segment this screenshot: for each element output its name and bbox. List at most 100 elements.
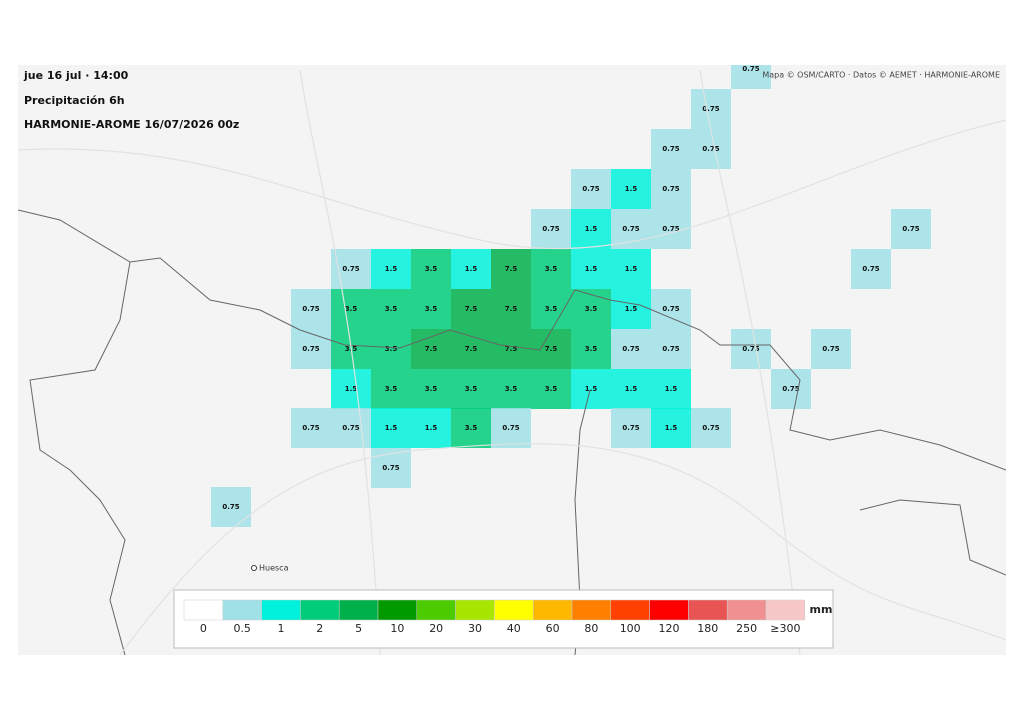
- legend-swatch: [688, 599, 728, 621]
- precip-cell: [331, 408, 371, 448]
- precip-cell: [651, 289, 691, 329]
- legend-swatch: [765, 599, 806, 621]
- precip-label: 0.75: [862, 265, 879, 273]
- precip-cell: [571, 249, 611, 289]
- precip-label: 0.75: [662, 345, 679, 353]
- legend-label: 0.5: [233, 622, 251, 635]
- precip-cell: [571, 169, 611, 209]
- precip-cell: [611, 289, 651, 329]
- precip-label: 3.5: [345, 305, 358, 313]
- legend-swatch: [494, 599, 534, 621]
- model-label: HARMONIE-AROME 16/07/2026 00z: [24, 118, 239, 131]
- legend-label: 2: [316, 622, 323, 635]
- legend-swatch: [377, 599, 418, 621]
- precip-label: 0.75: [702, 105, 719, 113]
- precip-label: 1.5: [625, 265, 638, 273]
- precip-label: 1.5: [625, 185, 638, 193]
- precip-label: 1.5: [625, 305, 638, 313]
- precip-cell: [651, 329, 691, 369]
- legend-label: 40: [507, 622, 521, 635]
- precip-label: 0.75: [542, 225, 559, 233]
- precip-cell: [211, 487, 251, 527]
- precip-cell: [491, 369, 531, 409]
- precip-cell: [571, 289, 611, 329]
- precip-label: 3.5: [545, 305, 558, 313]
- place-label: Huesca: [259, 564, 289, 573]
- legend-swatch: [532, 599, 573, 621]
- precip-label: 0.75: [702, 145, 719, 153]
- legend-label: 10: [390, 622, 404, 635]
- precip-cell: [331, 289, 371, 329]
- precip-cell: [411, 329, 451, 369]
- precip-label: 1.5: [425, 424, 438, 432]
- precip-label: 3.5: [425, 385, 438, 393]
- precip-label: 0.75: [222, 503, 239, 511]
- precip-label: 0.75: [342, 265, 359, 273]
- precip-label: 3.5: [585, 345, 598, 353]
- precip-label: 0.75: [622, 345, 639, 353]
- precip-cell: [611, 209, 651, 249]
- precip-label: 0.75: [302, 305, 319, 313]
- precip-cell: [531, 249, 571, 289]
- precip-label: 1.5: [665, 385, 678, 393]
- precip-cell: [851, 249, 891, 289]
- precip-label: 0.75: [822, 345, 839, 353]
- precip-cell: [451, 369, 491, 409]
- precip-label: 0.75: [622, 424, 639, 432]
- legend-label: 80: [584, 622, 598, 635]
- precip-cell: [771, 369, 811, 409]
- legend-swatch: [649, 599, 689, 621]
- precip-label: 1.5: [585, 385, 598, 393]
- precip-label: 0.75: [382, 464, 399, 472]
- attribution: Mapa © OSM/CARTO · Datos © AEMET · HARMO…: [762, 71, 1000, 80]
- precip-cell: [731, 65, 771, 89]
- precip-cell: [411, 249, 451, 289]
- precip-cell: [411, 408, 451, 448]
- precip-label: 3.5: [385, 305, 398, 313]
- precip-cell: [691, 129, 731, 169]
- precip-cell: [891, 209, 931, 249]
- legend: 0 0.5 1 2 5 10 20 30 40 60 80 100 120 180 250 ≥300: [183, 599, 806, 635]
- precip-cell: [371, 329, 411, 369]
- legend-label: 100: [620, 622, 641, 635]
- precip-label: 3.5: [425, 305, 438, 313]
- precip-cell: [651, 369, 691, 409]
- precip-layer: 0.75 0.75 0.75 0.75 0.75 1.5 0.75 0.75 1.5 0.75 0.…: [211, 65, 931, 527]
- precip-label: 3.5: [545, 265, 558, 273]
- precip-cell: [371, 369, 411, 409]
- precip-cell: [451, 408, 491, 448]
- precip-label: 0.75: [502, 424, 519, 432]
- precip-cell: [651, 129, 691, 169]
- precip-label: 1.5: [385, 265, 398, 273]
- precip-label: 3.5: [385, 345, 398, 353]
- precip-cell: [491, 408, 531, 448]
- legend-label: 120: [659, 622, 680, 635]
- precip-label: 3.5: [505, 385, 518, 393]
- precip-label: 0.75: [742, 65, 759, 73]
- precip-label: 0.75: [902, 225, 919, 233]
- precip-label: 3.5: [465, 424, 478, 432]
- precip-cell: [491, 289, 531, 329]
- time-label: jue 16 jul · 14:00: [23, 69, 129, 82]
- precip-label: 0.75: [342, 424, 359, 432]
- precip-label: 1.5: [385, 424, 398, 432]
- precip-cell: [531, 329, 571, 369]
- precip-label: 3.5: [545, 385, 558, 393]
- legend-swatch: [183, 599, 224, 621]
- legend-swatch: [610, 599, 650, 621]
- legend-label: 20: [429, 622, 443, 635]
- precip-cell: [531, 209, 571, 249]
- precip-label: 7.5: [505, 305, 518, 313]
- precip-cell: [691, 89, 731, 129]
- legend-label: 5: [355, 622, 362, 635]
- precip-cell: [571, 369, 611, 409]
- precip-cell: [611, 249, 651, 289]
- precip-cell: [411, 289, 451, 329]
- legend-swatch: [571, 599, 612, 621]
- legend-label: ≥300: [770, 622, 800, 635]
- legend-label: 180: [697, 622, 718, 635]
- legend-swatch: [726, 599, 767, 621]
- legend-label: 30: [468, 622, 482, 635]
